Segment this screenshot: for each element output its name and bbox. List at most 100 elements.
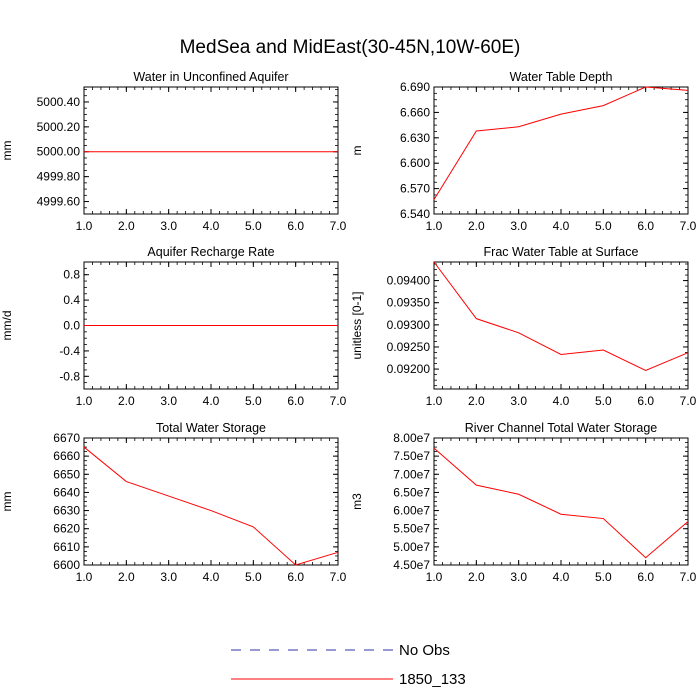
legend-label-1850-133: 1850_133 [399, 671, 466, 688]
x-tick-label: 1.0 [426, 570, 443, 584]
legend-label-no-obs: No Obs [399, 642, 450, 659]
y-tick-label: 0.09200 [387, 362, 431, 376]
x-tick-label: 3.0 [160, 570, 177, 584]
panel-water-table-depth: Water Table Depth 6.540 6.570 6.600 6.630 6.6… [350, 70, 697, 233]
plot-frame [433, 261, 689, 390]
x-tick-label: 1.0 [426, 219, 443, 233]
x-tick-label: 3.0 [510, 219, 527, 233]
y-tick-label: 5.50e7 [393, 522, 430, 536]
x-tick-label: 2.0 [468, 570, 485, 584]
x-tick-label: 6.0 [287, 570, 304, 584]
panel-aquifer-recharge-rate: Aquifer Recharge Rate -0.8 -0.4 0.0 0.4 0.8 1.… [0, 245, 347, 408]
y-tick-label: 6.570 [400, 182, 430, 196]
x-tick-label: 5.0 [595, 219, 612, 233]
y-tick-label: 0.0 [63, 319, 80, 333]
y-tick-label: 4.50e7 [393, 558, 430, 572]
plot-frame [433, 437, 689, 566]
y-tick-label: 6610 [53, 540, 80, 554]
x-tick-label: 2.0 [118, 219, 135, 233]
plot-frame [83, 437, 339, 566]
legend: No Obs 1850_133 [231, 642, 466, 688]
x-tick-label: 3.0 [510, 570, 527, 584]
y-tick-label: 0.09400 [387, 274, 431, 288]
series-line-1850-133 [433, 86, 689, 200]
x-tick-label: 1.0 [76, 394, 93, 408]
x-tick-label: 2.0 [118, 394, 135, 408]
y-tick-label: -0.4 [59, 344, 80, 358]
x-tick-label: 5.0 [245, 219, 262, 233]
y-axis-label: mm [0, 492, 14, 512]
x-tick-label: 3.0 [160, 219, 177, 233]
series-line-1850-133 [433, 447, 689, 559]
panel-river-channel-total-water-storage: River Channel Total Water Storage 4.50e7 5… [350, 421, 697, 584]
y-tick-label: 7.50e7 [393, 449, 430, 463]
x-tick-label: 6.0 [287, 219, 304, 233]
panel-total-water-storage: Total Water Storage 6600 6610 6620 6630 6640 6… [0, 421, 347, 584]
x-tick-label: 1.0 [76, 570, 93, 584]
y-axis-label: mm [0, 141, 14, 161]
y-tick-label: 6650 [53, 467, 80, 481]
y-tick-label: 5000.40 [37, 95, 81, 109]
y-tick-label: 6600 [53, 558, 80, 572]
y-tick-label: 6630 [53, 504, 80, 518]
y-tick-label: -0.8 [59, 369, 80, 383]
y-tick-label: 0.09250 [387, 340, 431, 354]
x-tick-label: 6.0 [287, 394, 304, 408]
x-tick-label: 4.0 [203, 394, 220, 408]
x-tick-label: 7.0 [330, 570, 347, 584]
y-tick-label: 6.630 [400, 131, 430, 145]
panel-frac-water-table-at-surface: Frac Water Table at Surface 0.09200 0.0925… [350, 245, 697, 408]
y-tick-label: 4999.60 [37, 195, 81, 209]
x-tick-label: 4.0 [553, 394, 570, 408]
panel-water-in-unconfined-aquifer: Water in Unconfined Aquifer 4999.60 4999.8… [0, 70, 347, 233]
y-tick-label: 6660 [53, 449, 80, 463]
panel-title-river-channel-total-water-storage: River Channel Total Water Storage [465, 421, 658, 435]
y-axis-label: unitless [0-1] [350, 291, 364, 359]
y-tick-label: 6.00e7 [393, 504, 430, 518]
y-tick-label: 0.09300 [387, 318, 431, 332]
x-tick-label: 6.0 [637, 570, 654, 584]
y-tick-label: 0.09350 [387, 296, 431, 310]
series-line-1850-133 [433, 261, 689, 371]
y-tick-label: 0.4 [63, 293, 80, 307]
y-tick-label: 5000.00 [37, 145, 81, 159]
x-tick-label: 5.0 [595, 394, 612, 408]
y-tick-label: 0.8 [63, 268, 80, 282]
y-axis-label: m [350, 146, 364, 156]
series-line-1850-133 [83, 446, 339, 566]
y-tick-label: 5.00e7 [393, 540, 430, 554]
x-tick-label: 5.0 [595, 570, 612, 584]
y-tick-label: 6.660 [400, 105, 430, 119]
x-tick-label: 7.0 [680, 394, 697, 408]
x-tick-label: 3.0 [160, 394, 177, 408]
y-tick-label: 6620 [53, 522, 80, 536]
x-tick-label: 4.0 [553, 219, 570, 233]
y-axis-label: m3 [350, 493, 364, 510]
x-tick-label: 6.0 [637, 394, 654, 408]
x-tick-label: 2.0 [468, 219, 485, 233]
y-tick-label: 6.540 [400, 207, 430, 221]
x-tick-label: 4.0 [203, 219, 220, 233]
y-tick-label: 7.00e7 [393, 467, 430, 481]
x-tick-label: 4.0 [553, 570, 570, 584]
y-tick-label: 6670 [53, 431, 80, 445]
x-tick-label: 2.0 [118, 570, 135, 584]
x-tick-label: 7.0 [330, 394, 347, 408]
panel-title-total-water-storage: Total Water Storage [156, 421, 266, 435]
x-tick-label: 5.0 [245, 394, 262, 408]
x-tick-label: 5.0 [245, 570, 262, 584]
y-axis-label: mm/d [0, 311, 14, 341]
y-tick-label: 5000.20 [37, 120, 81, 134]
panels-group: Water in Unconfined Aquifer 4999.60 4999.8… [0, 70, 697, 584]
y-tick-label: 6640 [53, 485, 80, 499]
panel-title-water-in-unconfined-aquifer: Water in Unconfined Aquifer [133, 70, 288, 84]
x-tick-label: 4.0 [203, 570, 220, 584]
y-tick-label: 6.50e7 [393, 485, 430, 499]
x-tick-label: 1.0 [76, 219, 93, 233]
plot-frame [433, 86, 689, 215]
x-tick-label: 3.0 [510, 394, 527, 408]
panel-title-water-table-depth: Water Table Depth [510, 70, 613, 84]
panel-title-frac-water-table-at-surface: Frac Water Table at Surface [484, 245, 639, 259]
x-tick-label: 7.0 [680, 570, 697, 584]
